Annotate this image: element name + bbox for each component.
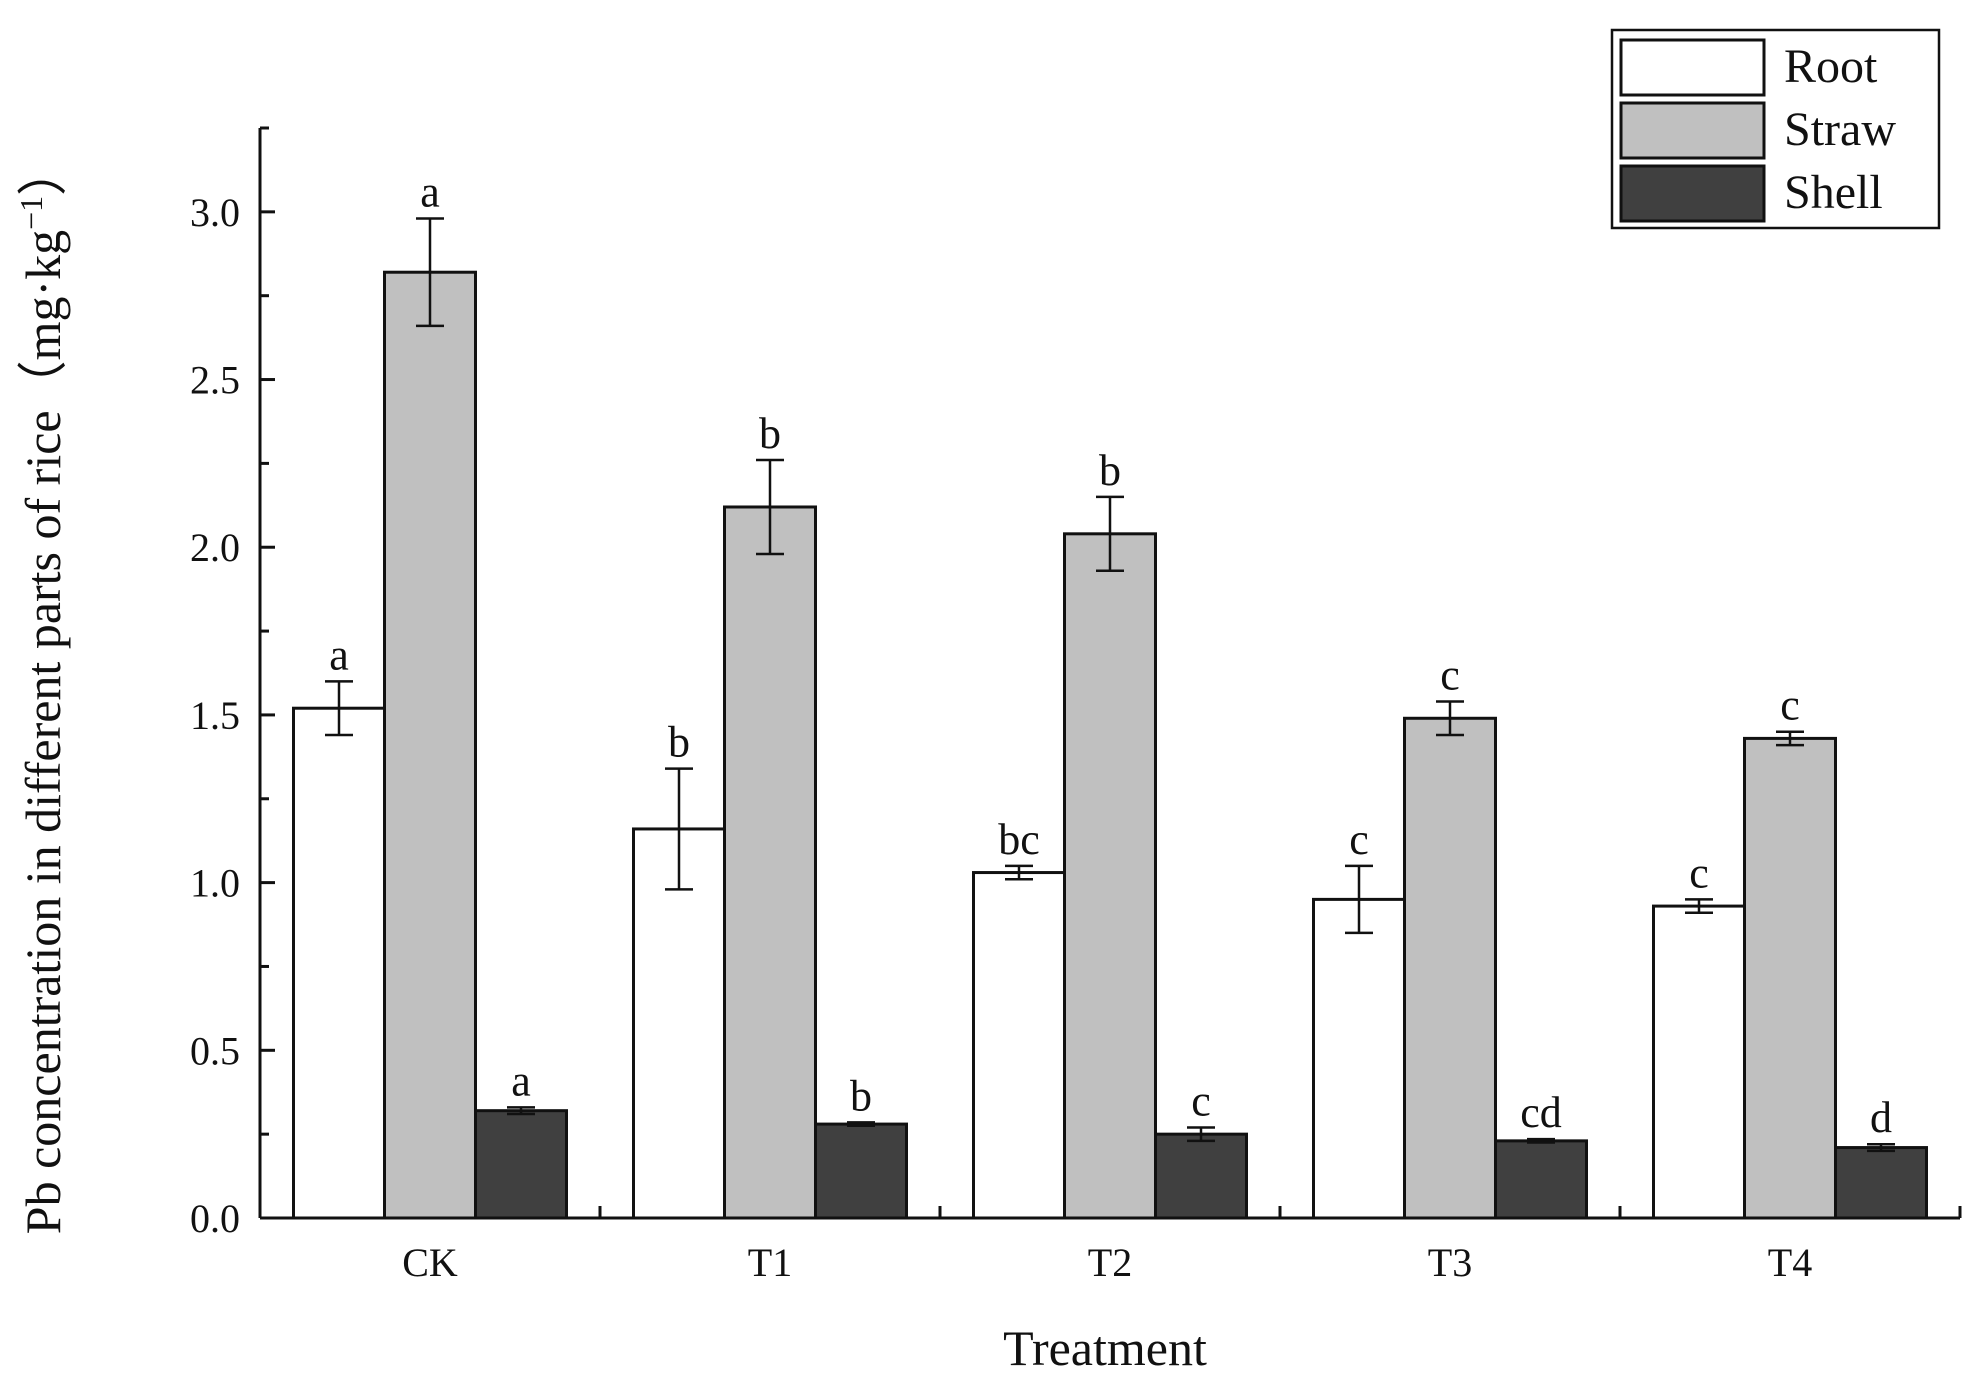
y-axis-title: Pb concentration in different parts of r… [13,146,71,1234]
bar-shell-t4 [1834,1146,1928,1220]
x-tick-label: T1 [748,1240,792,1285]
significance-label: cd [1520,1088,1562,1137]
significance-label: b [668,718,690,767]
y-tick-label: 3.0 [190,190,240,235]
bar-shell-t2 [1154,1132,1248,1220]
legend-swatch-root [1619,38,1766,97]
x-tick-label: CK [402,1240,458,1285]
significance-label: b [759,409,781,458]
bars [292,270,1928,1220]
y-tick-label: 1.0 [190,861,240,906]
bar-straw-t1 [723,505,817,1220]
bar-straw-t2 [1063,532,1157,1220]
significance-label: d [1870,1093,1892,1142]
x-tick-label: T4 [1768,1240,1812,1285]
y-axis-title-unit: （mg·kg [15,230,71,411]
legend-swatch-shell [1619,164,1766,223]
significance-label: b [1099,446,1121,495]
bar-root-t2 [972,871,1066,1220]
bar-shell-t1 [814,1122,908,1220]
bar-root-t4 [1652,904,1746,1220]
significance-label: c [1780,681,1800,730]
significance-label: a [511,1056,531,1105]
legend-swatch-straw [1619,101,1766,160]
bar-straw-ck [383,270,477,1220]
y-axis: 0.0 0.5 1.0 1.5 2.0 2.5 3.0 [190,126,275,1241]
x-axis-title: Treatment [1003,1320,1207,1376]
bar-shell-t3 [1494,1139,1588,1220]
significance-label: a [420,168,440,217]
y-tick-label: 1.5 [190,693,240,738]
y-axis-title-unit-sup: −1 [13,196,49,230]
significance-label: a [329,630,349,679]
y-tick-label: 0.0 [190,1196,240,1241]
legend-label-straw: Straw [1784,103,1896,156]
x-tick-label: T2 [1088,1240,1132,1285]
significance-label: c [1440,651,1460,700]
bar-straw-t3 [1403,716,1497,1220]
y-axis-title-text: Pb concentration in different parts of r… [15,410,71,1234]
significance-label: c [1191,1076,1211,1125]
y-tick-label: 2.0 [190,525,240,570]
significance-label: c [1689,848,1709,897]
y-tick-label: 0.5 [190,1028,240,1073]
legend-label-shell: Shell [1784,166,1883,219]
bar-root-t3 [1312,897,1406,1220]
significance-label: bc [998,815,1040,864]
bar-root-ck [292,706,386,1220]
error-bars [325,217,1895,1153]
bar-shell-ck [474,1109,568,1220]
significance-label: b [850,1071,872,1120]
y-tick-label: 2.5 [190,358,240,403]
legend: Root Straw Shell [1610,28,1941,230]
legend-label-root: Root [1784,40,1878,93]
x-tick-label: T3 [1428,1240,1472,1285]
significance-label: c [1349,815,1369,864]
bar-straw-t4 [1743,736,1837,1220]
y-axis-title-unit-close: ） [15,146,71,196]
